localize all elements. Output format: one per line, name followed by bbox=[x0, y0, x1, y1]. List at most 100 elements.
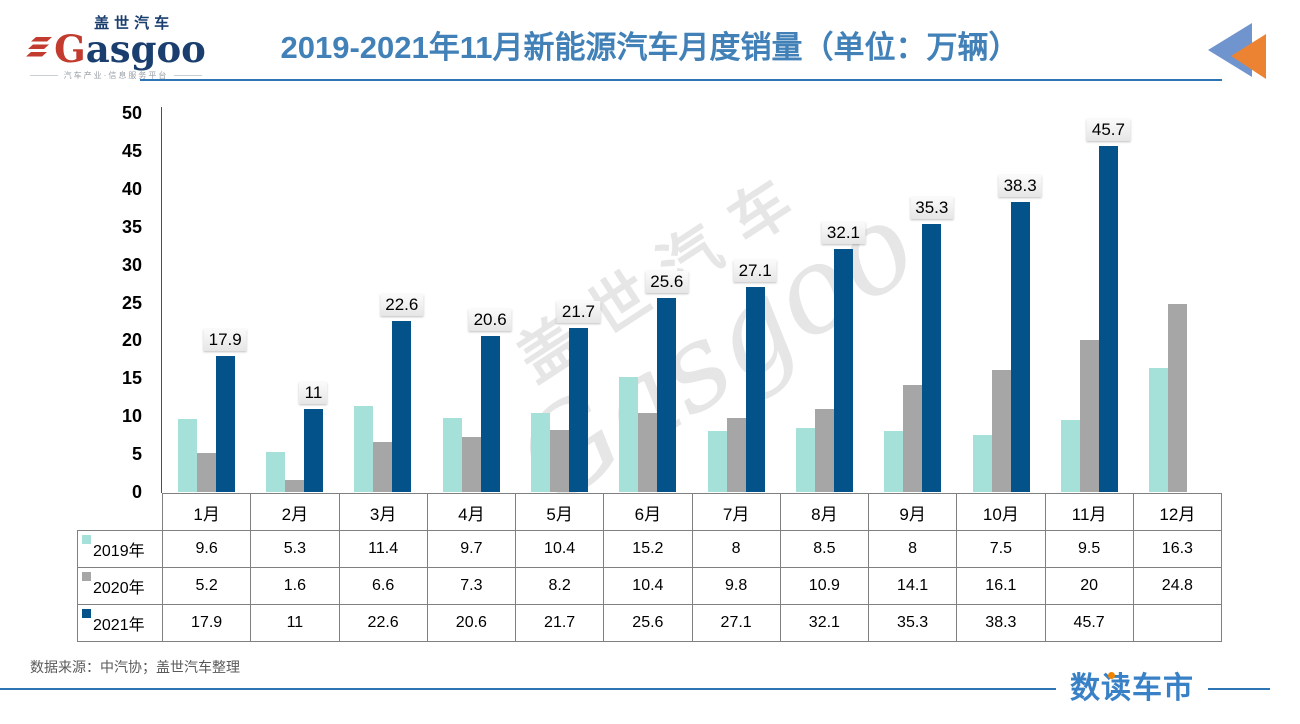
bar-2021年-1月: 17.9 bbox=[203, 329, 247, 492]
brand-text: 数读车市 bbox=[1070, 672, 1194, 705]
bar-2019年-5月 bbox=[530, 413, 550, 492]
table-cell: 16.1 bbox=[956, 567, 1046, 605]
bar-2020年-4月 bbox=[461, 436, 481, 492]
footer-rule: 数读车市 bbox=[0, 672, 1270, 706]
month-header: 12月 bbox=[1132, 493, 1223, 531]
table-cell: 9.6 bbox=[161, 530, 252, 568]
month-header: 9月 bbox=[867, 493, 958, 531]
bar-2021年-5月: 21.7 bbox=[556, 300, 601, 492]
bar-2020年-7月 bbox=[726, 417, 746, 492]
bar-2020年-5月 bbox=[549, 429, 569, 492]
legend-row-label-2020年: 2020年 bbox=[77, 567, 163, 605]
table-cell: 7.5 bbox=[956, 530, 1046, 568]
shudu-cheshi-logo: 数读车市 bbox=[1070, 672, 1194, 706]
table-cell: 9.7 bbox=[426, 530, 517, 568]
table-cell: 6.6 bbox=[338, 567, 428, 605]
y-axis-tick-label: 45 bbox=[121, 140, 142, 161]
legend-swatch-icon bbox=[82, 572, 91, 581]
table-cell: 20.6 bbox=[426, 604, 517, 642]
data-label: 11 bbox=[299, 381, 328, 404]
bar-2019年-8月 bbox=[795, 427, 815, 492]
bar-group-8月: 32.1 bbox=[780, 113, 868, 492]
month-header: 6月 bbox=[603, 493, 693, 531]
bar-group-5月: 21.7 bbox=[515, 113, 603, 492]
data-table: 1月 2月 3月 4月 5月 6月 7月 8月 9月 10月 11月 12月 2019年 9.6 5.3 11… bbox=[77, 493, 1223, 642]
bar-group-11月: 45.7 bbox=[1045, 113, 1133, 492]
bar-2021年-10月: 38.3 bbox=[998, 174, 1042, 492]
table-cell: 8.2 bbox=[514, 567, 605, 605]
table-cell: 7.3 bbox=[426, 567, 517, 605]
data-label: 32.1 bbox=[821, 221, 865, 244]
table-cell: 22.6 bbox=[338, 604, 428, 642]
y-axis-tick-label: 50 bbox=[121, 103, 142, 123]
bar-2020年-11月 bbox=[1079, 340, 1099, 492]
legend-swatch-icon bbox=[82, 609, 91, 618]
data-label: 38.3 bbox=[998, 174, 1042, 197]
bar-2020年-12月 bbox=[1168, 304, 1188, 492]
table-cell: 5.3 bbox=[250, 530, 340, 568]
month-header: 4月 bbox=[426, 493, 517, 531]
logo-speed-stripes-icon bbox=[26, 37, 53, 57]
y-axis-tick-label: 20 bbox=[121, 330, 142, 351]
bar-2019年-9月 bbox=[884, 431, 904, 492]
table-cell: 1.6 bbox=[250, 567, 340, 605]
table-cell: 16.3 bbox=[1132, 530, 1223, 568]
bar-2019年-2月 bbox=[265, 451, 285, 492]
bar-2021年-2月: 11 bbox=[299, 381, 328, 492]
bar-2020年-9月 bbox=[903, 385, 923, 492]
y-axis-tick-label: 35 bbox=[121, 216, 142, 237]
table-cell bbox=[1132, 604, 1223, 642]
bar-2020年-6月 bbox=[638, 413, 658, 492]
table-corner-cell bbox=[78, 494, 163, 531]
bar-group-4月: 20.6 bbox=[427, 113, 515, 492]
month-header: 11月 bbox=[1044, 493, 1134, 531]
y-axis-tick-label: 40 bbox=[121, 178, 142, 199]
bar-2021年-8月: 32.1 bbox=[821, 221, 865, 492]
y-axis: 0 5 10 15 20 25 30 35 40 45 50 bbox=[60, 103, 150, 502]
table-cell: 9.8 bbox=[691, 567, 781, 605]
month-header: 5月 bbox=[514, 493, 605, 531]
table-cell: 5.2 bbox=[161, 567, 252, 605]
data-label: 21.7 bbox=[556, 300, 601, 323]
table-cell: 14.1 bbox=[867, 567, 958, 605]
legend-swatch-icon bbox=[82, 535, 91, 544]
bar-group-6月: 25.6 bbox=[604, 113, 692, 492]
page-title: 2019-2021年11月新能源汽车月度销量（单位：万辆） bbox=[280, 30, 1020, 65]
bar-group-10月: 38.3 bbox=[957, 113, 1045, 492]
table-cell: 10.4 bbox=[514, 530, 605, 568]
table-cell: 21.7 bbox=[514, 604, 605, 642]
gasgoo-logo: 盖世汽车 Gasgoo 汽车产业·信息服务平台 bbox=[16, 16, 216, 81]
month-header: 8月 bbox=[779, 493, 870, 531]
bar-2021年-11月: 45.7 bbox=[1086, 118, 1130, 492]
data-label: 45.7 bbox=[1086, 118, 1130, 141]
bar-2019年-12月 bbox=[1149, 368, 1169, 492]
bar-2020年-8月 bbox=[814, 409, 834, 492]
bar-2021年-6月: 25.6 bbox=[645, 270, 689, 492]
bar-2020年-3月 bbox=[373, 441, 393, 492]
data-label: 27.1 bbox=[733, 259, 777, 282]
data-label: 22.6 bbox=[380, 293, 424, 316]
bar-2021年-4月: 20.6 bbox=[468, 308, 512, 492]
plot-area: 盖世汽车 Gasgoo 17.91122.620.621.725.627.132… bbox=[162, 113, 1222, 531]
y-axis-line bbox=[161, 107, 162, 493]
y-axis-tick-label: 30 bbox=[121, 254, 142, 275]
bar-2019年-7月 bbox=[707, 431, 727, 492]
month-header: 10月 bbox=[956, 493, 1046, 531]
month-header: 3月 bbox=[338, 493, 428, 531]
table-cell: 32.1 bbox=[779, 604, 870, 642]
table-cell: 35.3 bbox=[867, 604, 958, 642]
double-back-arrow-icon[interactable] bbox=[1206, 22, 1268, 80]
bar-2021年-7月: 27.1 bbox=[733, 259, 777, 492]
table-cell: 20 bbox=[1044, 567, 1134, 605]
bar-group-2月: 11 bbox=[250, 113, 338, 492]
y-axis-tick-label: 0 bbox=[131, 482, 142, 502]
bar-2021年-3月: 22.6 bbox=[380, 293, 424, 492]
legend-row-label-2019年: 2019年 bbox=[77, 530, 163, 568]
brand-orange-dot-icon bbox=[1108, 672, 1115, 679]
table-cell: 38.3 bbox=[956, 604, 1046, 642]
y-axis-tick-label: 25 bbox=[121, 292, 142, 313]
month-header: 7月 bbox=[691, 493, 781, 531]
title-underline bbox=[140, 79, 1222, 81]
bar-2020年-1月 bbox=[196, 452, 216, 492]
bar-group-9月: 35.3 bbox=[869, 113, 957, 492]
